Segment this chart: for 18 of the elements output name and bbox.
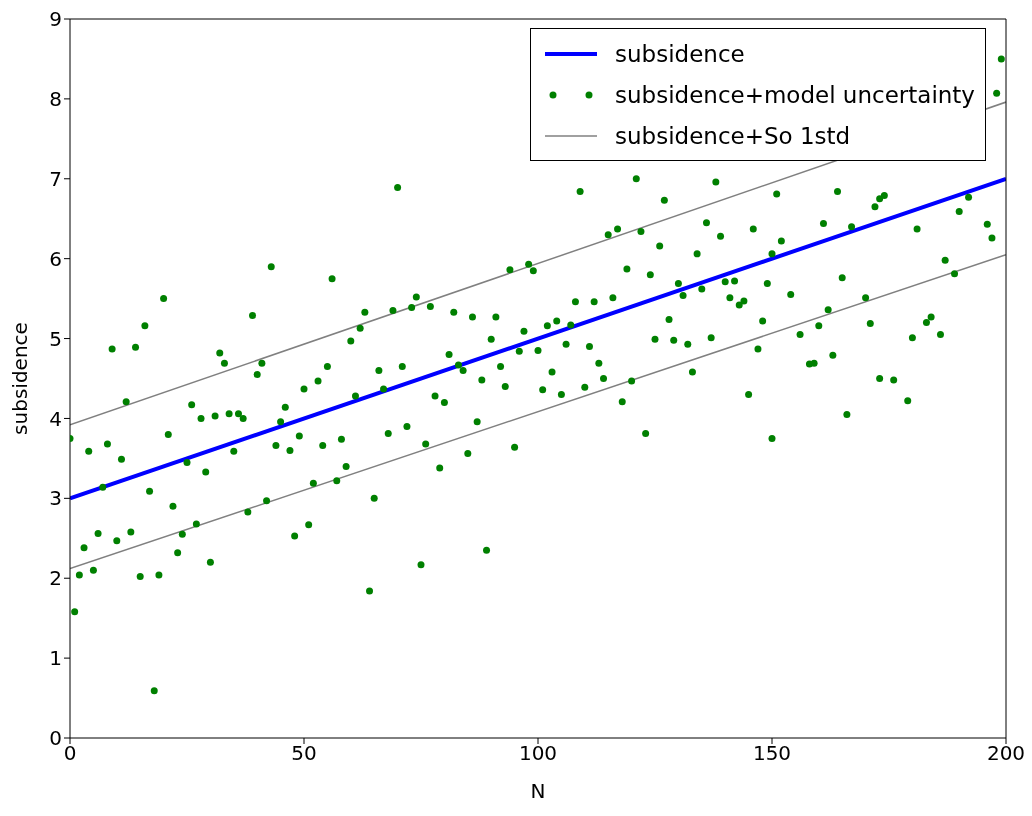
y-tick-label: 9 [49, 7, 62, 32]
legend-label: subsidence+So 1std [615, 122, 851, 149]
x-tick-label: 200 [986, 741, 1026, 766]
y-tick-label: 6 [49, 246, 62, 271]
y-tick-label: 3 [49, 486, 62, 511]
y-tick-label: 7 [49, 166, 62, 191]
y-tick-label: 1 [49, 646, 62, 671]
y-tick-label: 8 [49, 86, 62, 111]
x-tick-label: 150 [752, 741, 792, 766]
y-tick-label: 2 [49, 566, 62, 591]
legend-label: subsidence+model uncertainty [615, 81, 975, 108]
x-tick-label: 50 [291, 741, 317, 766]
y-tick-label: 4 [49, 406, 62, 431]
y-tick-label: 5 [49, 326, 62, 351]
x-axis-title: N [530, 779, 546, 803]
y-axis-title: subsidence [8, 322, 33, 435]
x-tick-label: 100 [518, 741, 558, 766]
legend-label: subsidence [615, 40, 745, 67]
